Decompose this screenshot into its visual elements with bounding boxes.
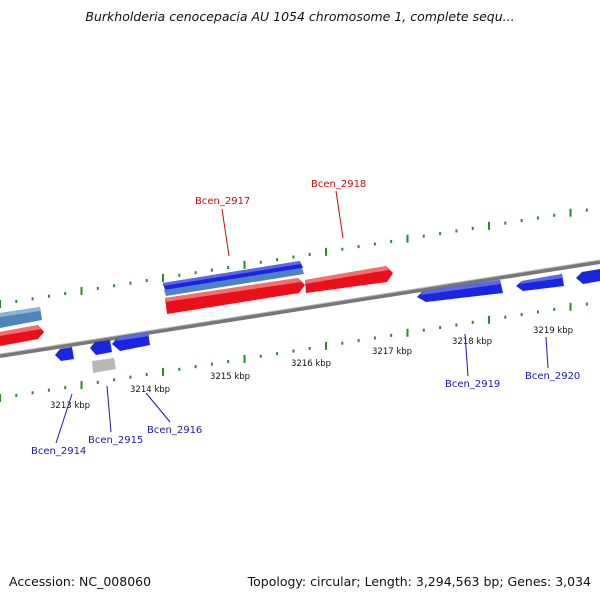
gene-label-leader bbox=[221, 208, 230, 257]
tick-row-upper bbox=[0, 208, 588, 308]
accession-text: Accession: NC_008060 bbox=[9, 574, 152, 589]
gene-label-leader bbox=[545, 336, 549, 369]
gene-bcen-2917-reverse-band[interactable] bbox=[163, 261, 303, 290]
gene-left-forward[interactable] bbox=[0, 325, 44, 346]
gene-label-leader bbox=[55, 393, 73, 444]
gene-label-leader bbox=[335, 190, 344, 239]
gene-left-other[interactable] bbox=[0, 307, 42, 328]
gene-label[interactable]: Bcen_2919 bbox=[445, 379, 500, 390]
gene-bcen-2916[interactable] bbox=[112, 332, 150, 351]
topology-summary: Topology: circular; Length: 3,294,563 bp… bbox=[247, 574, 591, 589]
gene-label[interactable]: Bcen_2914 bbox=[31, 446, 86, 457]
tick-label: 3218 kbp bbox=[452, 337, 492, 347]
tick-label: 3214 kbp bbox=[130, 385, 170, 395]
gene-bcen-2919[interactable] bbox=[417, 280, 503, 302]
tick-label: 3217 kbp bbox=[372, 347, 412, 357]
gene-label-leader bbox=[464, 333, 469, 377]
chromosome-backbone bbox=[0, 259, 600, 358]
gene-bcen-2915-pseudo[interactable] bbox=[92, 358, 116, 373]
gene-label[interactable]: Bcen_2918 bbox=[311, 179, 366, 190]
tick-label: 3215 kbp bbox=[210, 372, 250, 382]
gene-label[interactable]: Bcen_2915 bbox=[88, 435, 143, 446]
gene-bcen-2917[interactable] bbox=[165, 278, 305, 314]
gene-label-leader bbox=[145, 392, 171, 423]
gene-bcen-2920[interactable] bbox=[516, 274, 564, 291]
tick-label: 3216 kbp bbox=[291, 359, 331, 369]
gene-right-reverse[interactable] bbox=[576, 269, 600, 284]
gene-bcen-2914[interactable] bbox=[55, 347, 74, 361]
gene-label-leader bbox=[106, 385, 112, 433]
map-title: Burkholderia cenocepacia AU 1054 chromos… bbox=[85, 9, 515, 24]
gene-bcen-2917-other-band[interactable] bbox=[164, 268, 304, 296]
gene-label[interactable]: Bcen_2917 bbox=[195, 196, 250, 207]
tick-labels: 3213 kbp 3214 kbp 3215 kbp 3216 kbp 3217 kbp… bbox=[50, 326, 573, 411]
tick-row-lower bbox=[0, 302, 588, 402]
gene-bcen-2915[interactable] bbox=[90, 340, 112, 355]
gene-label[interactable]: Bcen_2916 bbox=[147, 425, 202, 436]
tick-label: 3213 kbp bbox=[50, 401, 90, 411]
gene-bcen-2918[interactable] bbox=[305, 266, 393, 293]
tick-label: 3219 kbp bbox=[533, 326, 573, 336]
gene-label[interactable]: Bcen_2920 bbox=[525, 371, 580, 382]
